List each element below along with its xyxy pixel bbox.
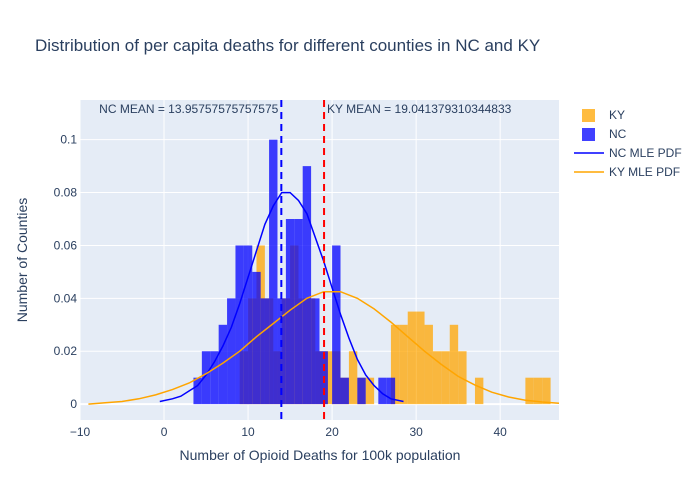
- nc-histogram-bar: [294, 219, 303, 405]
- x-tick-label: 30: [409, 425, 423, 439]
- legend-swatch: [582, 109, 595, 122]
- ky-histogram-bar: [533, 377, 543, 405]
- legend[interactable]: KY NC NC MLE PDF KY MLE PDF: [574, 108, 682, 179]
- y-axis-ticks: 0 0.02 0.04 0.06 0.08 0.1: [54, 133, 78, 411]
- ky-histogram-bar: [399, 324, 408, 405]
- y-tick-label: 0.02: [54, 344, 78, 358]
- mean-annotation: KY MEAN = 19.041379310344833: [327, 102, 512, 116]
- nc-histogram-bar: [277, 298, 286, 405]
- x-tick-label: 0: [161, 425, 168, 439]
- legend-label: KY: [609, 108, 625, 122]
- mean-annotation: NC MEAN = 13.95757575757575: [99, 102, 278, 116]
- ky-histogram-bar: [365, 377, 375, 405]
- nc-histogram-bar: [235, 245, 244, 405]
- nc-histogram-bar: [302, 166, 312, 405]
- ky-histogram-bar: [458, 351, 467, 405]
- nc-histogram-bar: [252, 271, 261, 405]
- nc-histogram-bar: [285, 219, 295, 405]
- y-tick-label: 0: [70, 397, 77, 411]
- nc-histogram-bar: [332, 245, 341, 405]
- ky-histogram-bar: [390, 324, 400, 405]
- pdf-curves: [88, 191, 560, 405]
- legend-item-ky[interactable]: KY: [582, 108, 625, 122]
- x-axis-title: Number of Opioid Deaths for 100k populat…: [180, 447, 461, 463]
- ky-histogram-bar: [416, 311, 425, 405]
- ky-histogram-bar: [424, 324, 433, 405]
- x-tick-label: 40: [493, 425, 507, 439]
- legend-label: NC MLE PDF: [609, 146, 682, 160]
- nc-histogram-bar: [227, 298, 236, 405]
- ky-histogram-bar: [441, 351, 450, 405]
- legend-item-nc-mle-pdf[interactable]: NC MLE PDF: [574, 146, 682, 160]
- ky-mle-pdf-line: [88, 290, 560, 405]
- nc-histogram-bar: [340, 377, 349, 405]
- y-tick-label: 0.08: [54, 186, 78, 200]
- nc-histogram-bar: [218, 324, 228, 405]
- legend-swatch: [582, 128, 595, 141]
- nc-histogram-bar: [210, 351, 219, 405]
- y-tick-label: 0.1: [60, 133, 77, 147]
- nc-histogram-bar: [386, 377, 396, 405]
- nc-histogram-bar: [378, 377, 387, 405]
- legend-item-nc[interactable]: NC: [582, 127, 627, 141]
- ky-histogram-bar: [407, 311, 417, 405]
- ky-histogram-bar: [525, 377, 534, 405]
- x-tick-label: 10: [241, 425, 255, 439]
- nc-histogram-bar: [260, 298, 270, 405]
- nc-histogram-bar: [201, 351, 211, 405]
- y-axis-title: Number of Counties: [14, 198, 30, 323]
- ky-histogram-bar: [348, 351, 358, 405]
- y-tick-label: 0.06: [54, 238, 78, 252]
- nc-histogram-bar: [193, 377, 202, 405]
- nc-mle-pdf-line: [159, 191, 404, 403]
- ky-histogram-bar: [432, 351, 442, 405]
- legend-item-ky-mle-pdf[interactable]: KY MLE PDF: [574, 165, 680, 179]
- ky-histogram-bar: [449, 324, 459, 405]
- legend-label: KY MLE PDF: [609, 165, 680, 179]
- mean-lines: NC MEAN = 13.95757575757575 KY MEAN = 19.…: [99, 100, 512, 420]
- x-axis-ticks: −10 0 10 20 30 40: [70, 425, 507, 439]
- chart-title: Distribution of per capita deaths for di…: [35, 36, 540, 55]
- ky-histogram-bar: [542, 377, 551, 405]
- ky-histogram-bar: [474, 377, 484, 405]
- nc-histogram-bar: [357, 377, 366, 405]
- y-tick-label: 0.04: [54, 291, 78, 305]
- nc-histogram-bar: [311, 298, 320, 405]
- x-tick-label: 20: [325, 425, 339, 439]
- nc-histogram-bar: [243, 245, 253, 405]
- legend-label: NC: [609, 127, 627, 141]
- x-tick-label: −10: [70, 425, 91, 439]
- histogram-bars: [193, 139, 551, 405]
- nc-histogram-bar: [269, 139, 278, 405]
